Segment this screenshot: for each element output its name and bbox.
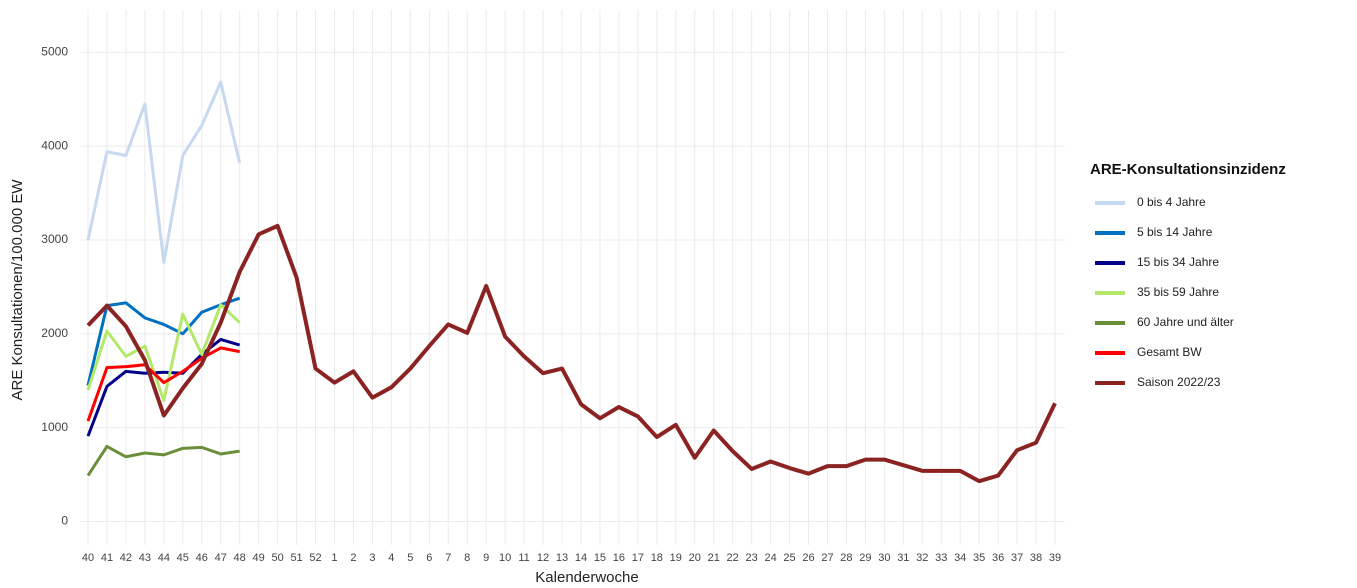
x-tick-label: 34 (954, 552, 966, 564)
x-tick-label: 47 (215, 552, 227, 564)
legend-label: Saison 2022/23 (1137, 375, 1221, 389)
x-tick-label: 5 (407, 552, 413, 564)
x-tick-label: 40 (82, 552, 94, 564)
x-tick-label: 32 (916, 552, 928, 564)
x-tick-label: 35 (973, 552, 985, 564)
x-tick-label: 31 (897, 552, 909, 564)
x-tick-label: 29 (859, 552, 871, 564)
x-tick-label: 16 (613, 552, 625, 564)
x-tick-label: 14 (575, 552, 587, 564)
series-line (86, 223, 1057, 484)
y-tick-label: 5000 (41, 44, 68, 58)
x-tick-label: 43 (139, 552, 151, 564)
x-tick-label: 42 (120, 552, 132, 564)
x-tick-label: 23 (746, 552, 758, 564)
x-tick-label: 27 (821, 552, 833, 564)
x-tick-label: 25 (783, 552, 795, 564)
legend-label: 35 bis 59 Jahre (1137, 285, 1219, 299)
x-tick-label: 6 (426, 552, 432, 564)
x-tick-label: 1 (331, 552, 337, 564)
x-tick-label: 19 (670, 552, 682, 564)
x-tick-label: 28 (840, 552, 852, 564)
x-tick-label: 39 (1049, 552, 1061, 564)
x-tick-label: 24 (764, 552, 776, 564)
series-line (86, 444, 240, 477)
series-line (86, 337, 241, 437)
x-tick-label: 2 (350, 552, 356, 564)
series-line (86, 346, 240, 422)
y-tick-label: 2000 (41, 326, 68, 340)
x-tick-label: 22 (727, 552, 739, 564)
y-tick-label: 4000 (41, 138, 68, 152)
x-tick-label: 13 (556, 552, 568, 564)
x-tick-label: 12 (537, 552, 549, 564)
x-tick-label: 36 (992, 552, 1004, 564)
legend-label: 60 Jahre und älter (1137, 315, 1234, 329)
x-tick-label: 10 (499, 552, 511, 564)
y-axis-title: ARE Konsultationen/100.000 EW (9, 179, 26, 401)
x-tick-label: 50 (271, 552, 283, 564)
x-tick-label: 49 (253, 552, 265, 564)
series-line (86, 80, 242, 264)
x-tick-label: 11 (518, 552, 529, 564)
legend-label: 15 bis 34 Jahre (1137, 255, 1219, 269)
x-tick-label: 46 (196, 552, 208, 564)
x-tick-label: 52 (309, 552, 321, 564)
x-tick-label: 51 (290, 552, 302, 564)
x-tick-label: 8 (464, 552, 470, 564)
x-tick-label: 26 (802, 552, 814, 564)
x-tick-label: 20 (689, 552, 701, 564)
x-tick-label: 41 (101, 552, 113, 564)
x-tick-label: 15 (594, 552, 606, 564)
x-tick-label: 37 (1011, 552, 1023, 564)
x-tick-label: 30 (878, 552, 890, 564)
x-tick-label: 44 (158, 552, 170, 564)
x-tick-label: 48 (234, 552, 246, 564)
x-tick-label: 3 (369, 552, 375, 564)
series-line (86, 296, 241, 386)
x-tick-label: 4 (388, 552, 394, 564)
x-axis-title: Kalenderwoche (535, 569, 638, 586)
legend-label: Gesamt BW (1137, 345, 1202, 359)
x-tick-label: 21 (708, 552, 720, 564)
series-line (86, 303, 241, 402)
legend-title: ARE-Konsultationsinzidenz (1090, 161, 1286, 178)
x-tick-label: 18 (651, 552, 663, 564)
x-tick-label: 33 (935, 552, 947, 564)
legend-label: 0 bis 4 Jahre (1137, 195, 1206, 209)
x-tick-label: 17 (632, 552, 644, 564)
y-tick-label: 3000 (41, 232, 68, 246)
x-tick-label: 7 (445, 552, 451, 564)
x-tick-label: 38 (1030, 552, 1042, 564)
y-tick-label: 0 (61, 514, 68, 528)
x-tick-label: 9 (483, 552, 489, 564)
x-tick-label: 45 (177, 552, 189, 564)
legend-label: 5 bis 14 Jahre (1137, 225, 1213, 239)
y-tick-label: 1000 (41, 420, 68, 434)
